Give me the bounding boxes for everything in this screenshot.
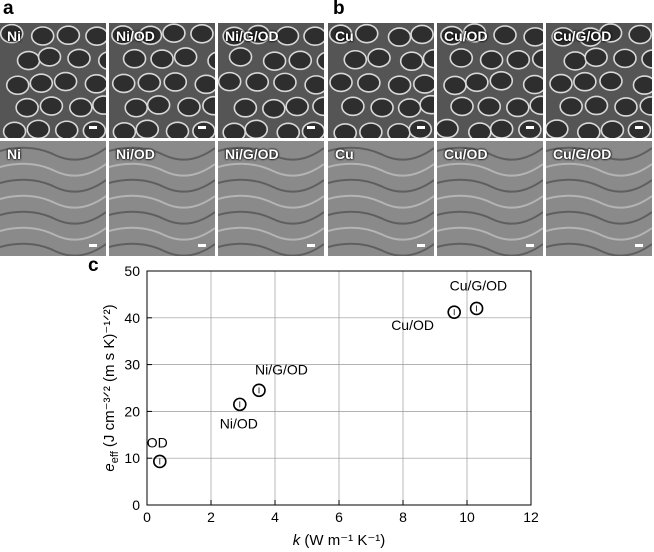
point-marker — [233, 397, 247, 412]
a-micrograph-foam: Ni/OD — [109, 23, 215, 138]
y-tick-label: 40 — [124, 310, 140, 326]
scale-bar — [307, 126, 315, 129]
point-marker — [469, 301, 484, 316]
scale-bar — [307, 244, 315, 247]
point-label: Ni/G/OD — [255, 361, 308, 377]
scale-bar — [417, 244, 425, 247]
panel-b-letter: b — [333, 0, 345, 19]
micrograph-label: Cu/OD — [444, 146, 488, 162]
a-micrograph-surface: Ni — [0, 141, 106, 256]
b-micrograph-surface: Cu/G/OD — [546, 141, 652, 256]
panel-a-micrograph-grid: Ni Ni/OD Ni/G/OD Ni Ni/OD Ni/G/OD — [0, 23, 324, 256]
b-micrograph-surface: Cu — [328, 141, 434, 256]
micrograph-label: Cu/OD — [444, 28, 488, 44]
panel-b-micrograph-grid: Cu Cu/OD Cu/G/OD Cu Cu/OD Cu/G/OD — [328, 23, 652, 256]
a-micrograph-surface: Ni/OD — [109, 141, 215, 256]
point-label: Ni/OD — [220, 415, 258, 431]
micrograph-label: Ni — [7, 146, 21, 162]
point-marker — [447, 305, 462, 319]
point-label: OD — [147, 434, 168, 450]
micrograph-texture — [0, 23, 106, 138]
y-axis-label: eeff (J cm⁻³ᐟ² (m s K)⁻¹ᐟ²) — [101, 304, 121, 471]
a-micrograph-surface: Ni/G/OD — [218, 141, 324, 256]
x-axis-label: k (W m⁻¹ K⁻¹) — [293, 532, 385, 549]
micrograph-label: Cu/G/OD — [553, 146, 612, 162]
data-point: Cu/G/OD — [450, 277, 508, 316]
scale-bar — [89, 126, 97, 129]
panel-c-letter: c — [88, 255, 99, 276]
micrograph-texture — [437, 23, 543, 138]
b-micrograph-foam: Cu/G/OD — [546, 23, 652, 138]
a-micrograph-foam: Ni — [0, 23, 106, 138]
scale-bar — [526, 244, 534, 247]
point-marker — [252, 383, 266, 398]
x-tick-label: 6 — [335, 509, 343, 525]
scale-bar — [198, 126, 206, 129]
micrograph-texture — [109, 23, 215, 138]
micrograph-label: Ni/G/OD — [225, 146, 279, 162]
scale-bar — [635, 244, 643, 247]
micrograph-label: Ni/G/OD — [225, 28, 279, 44]
x-tick-label: 4 — [271, 509, 279, 525]
point-label: Cu/G/OD — [450, 277, 508, 293]
y-tick-label: 50 — [124, 263, 140, 279]
y-tick-label: 30 — [124, 357, 140, 373]
data-point: Ni/G/OD — [252, 361, 308, 398]
micrograph-label: Cu/G/OD — [553, 28, 612, 44]
x-tick-label: 8 — [399, 509, 407, 525]
y-tick-label: 20 — [124, 403, 140, 419]
x-tick-label: 10 — [459, 509, 475, 525]
y-tick-label: 0 — [132, 497, 140, 513]
point-marker — [153, 454, 167, 469]
scale-bar — [89, 244, 97, 247]
panel-a-letter: a — [3, 0, 14, 19]
micrograph-label: Cu — [335, 28, 354, 44]
x-tick-label: 0 — [143, 509, 151, 525]
data-point: Ni/OD — [220, 397, 258, 431]
x-tick-label: 2 — [207, 509, 215, 525]
y-tick-label: 10 — [124, 450, 140, 466]
scale-bar — [635, 126, 643, 129]
micrograph-texture — [546, 141, 652, 256]
scale-bar — [198, 244, 206, 247]
micrograph-texture — [437, 141, 543, 256]
a-micrograph-foam: Ni/G/OD — [218, 23, 324, 138]
micrograph-texture — [109, 141, 215, 256]
micrograph-texture — [218, 141, 324, 256]
micrograph-label: Ni/OD — [116, 146, 155, 162]
x-tick-label: 12 — [523, 509, 539, 525]
micrograph-label: Ni/OD — [116, 28, 155, 44]
effusivity-scatter-chart: 0 2 4 6 8 10 12 0 10 20 30 40 50 k (W m⁻¹ K⁻¹) eeff (J… — [101, 263, 539, 549]
point-label: Cu/OD — [391, 317, 434, 333]
data-point: Cu/OD — [391, 305, 462, 333]
micrograph-label: Cu — [335, 146, 354, 162]
micrograph-label: Ni — [7, 28, 21, 44]
data-point: OD — [147, 434, 168, 469]
scale-bar — [526, 126, 534, 129]
micrograph-texture — [328, 23, 434, 138]
scale-bar — [417, 126, 425, 129]
b-micrograph-foam: Cu/OD — [437, 23, 543, 138]
micrograph-texture — [328, 141, 434, 256]
micrograph-texture — [0, 141, 106, 256]
micrograph-texture — [546, 23, 652, 138]
b-micrograph-foam: Cu — [328, 23, 434, 138]
b-micrograph-surface: Cu/OD — [437, 141, 543, 256]
